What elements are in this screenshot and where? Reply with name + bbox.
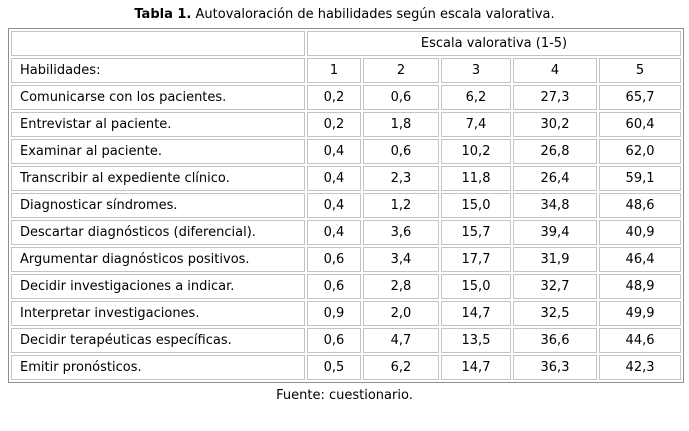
value-cell: 0,6 [363, 85, 439, 110]
table-row: Entrevistar al paciente. 0,2 1,8 7,4 30,… [11, 112, 682, 137]
value-cell: 42,3 [599, 355, 682, 380]
row-header-label-cell: Habilidades: [11, 58, 305, 83]
value-cell: 0,2 [307, 85, 361, 110]
value-cell: 46,4 [599, 247, 682, 272]
value-cell: 60,4 [599, 112, 682, 137]
value-cell: 49,9 [599, 301, 682, 326]
table-row: Diagnosticar síndromes. 0,4 1,2 15,0 34,… [11, 193, 682, 218]
value-cell: 2,0 [363, 301, 439, 326]
value-cell: 0,4 [307, 166, 361, 191]
value-cell: 2,8 [363, 274, 439, 299]
value-cell: 1,2 [363, 193, 439, 218]
scale-column-header: 1 [307, 58, 361, 83]
value-cell: 0,6 [307, 274, 361, 299]
value-cell: 40,9 [599, 220, 682, 245]
table-row: Decidir terapéuticas específicas. 0,6 4,… [11, 328, 682, 353]
value-cell: 7,4 [441, 112, 511, 137]
table-row: Interpretar investigaciones. 0,9 2,0 14,… [11, 301, 682, 326]
value-cell: 0,5 [307, 355, 361, 380]
table-title-label: Tabla 1. [134, 7, 192, 22]
value-cell: 15,7 [441, 220, 511, 245]
value-cell: 4,7 [363, 328, 439, 353]
value-cell: 14,7 [441, 301, 511, 326]
value-cell: 30,2 [513, 112, 597, 137]
value-cell: 6,2 [363, 355, 439, 380]
scale-header-cell: Escala valorativa (1-5) [307, 31, 682, 56]
value-cell: 26,4 [513, 166, 597, 191]
scale-header-row: Escala valorativa (1-5) [11, 31, 682, 56]
table-row: Comunicarse con los pacientes. 0,2 0,6 6… [11, 85, 682, 110]
value-cell: 48,9 [599, 274, 682, 299]
value-cell: 34,8 [513, 193, 597, 218]
value-cell: 32,5 [513, 301, 597, 326]
scale-column-header: 4 [513, 58, 597, 83]
value-cell: 0,4 [307, 220, 361, 245]
value-cell: 32,7 [513, 274, 597, 299]
value-cell: 0,6 [307, 247, 361, 272]
scale-column-header: 3 [441, 58, 511, 83]
table-title-text: Autovaloración de habilidades según esca… [195, 7, 555, 22]
value-cell: 0,6 [363, 139, 439, 164]
table-row: Argumentar diagnósticos positivos. 0,6 3… [11, 247, 682, 272]
value-cell: 26,8 [513, 139, 597, 164]
value-cell: 27,3 [513, 85, 597, 110]
skill-label-cell: Emitir pronósticos. [11, 355, 305, 380]
value-cell: 0,4 [307, 193, 361, 218]
skill-label-cell: Argumentar diagnósticos positivos. [11, 247, 305, 272]
value-cell: 15,0 [441, 274, 511, 299]
value-cell: 0,9 [307, 301, 361, 326]
value-cell: 6,2 [441, 85, 511, 110]
table-row: Transcribir al expediente clínico. 0,4 2… [11, 166, 682, 191]
value-cell: 14,7 [441, 355, 511, 380]
column-header-row: Habilidades: 1 2 3 4 5 [11, 58, 682, 83]
skill-label-cell: Decidir terapéuticas específicas. [11, 328, 305, 353]
scale-column-header: 2 [363, 58, 439, 83]
skill-label-cell: Descartar diagnósticos (diferencial). [11, 220, 305, 245]
value-cell: 62,0 [599, 139, 682, 164]
corner-cell [11, 31, 305, 56]
value-cell: 1,8 [363, 112, 439, 137]
value-cell: 36,6 [513, 328, 597, 353]
skill-label-cell: Interpretar investigaciones. [11, 301, 305, 326]
table-row: Examinar al paciente. 0,4 0,6 10,2 26,8 … [11, 139, 682, 164]
value-cell: 2,3 [363, 166, 439, 191]
value-cell: 65,7 [599, 85, 682, 110]
table-row: Emitir pronósticos. 0,5 6,2 14,7 36,3 42… [11, 355, 682, 380]
skills-table: Escala valorativa (1-5) Habilidades: 1 2… [8, 28, 685, 383]
table-source-note: Fuente: cuestionario. [276, 388, 413, 403]
table-title: Tabla 1. Autovaloración de habilidades s… [0, 0, 689, 22]
value-cell: 0,2 [307, 112, 361, 137]
value-cell: 13,5 [441, 328, 511, 353]
skill-label-cell: Examinar al paciente. [11, 139, 305, 164]
value-cell: 0,6 [307, 328, 361, 353]
value-cell: 59,1 [599, 166, 682, 191]
value-cell: 10,2 [441, 139, 511, 164]
table-row: Descartar diagnósticos (diferencial). 0,… [11, 220, 682, 245]
skill-label-cell: Decidir investigaciones a indicar. [11, 274, 305, 299]
skill-label-cell: Comunicarse con los pacientes. [11, 85, 305, 110]
skill-label-cell: Transcribir al expediente clínico. [11, 166, 305, 191]
skill-label-cell: Diagnosticar síndromes. [11, 193, 305, 218]
value-cell: 3,6 [363, 220, 439, 245]
value-cell: 48,6 [599, 193, 682, 218]
skill-label-cell: Entrevistar al paciente. [11, 112, 305, 137]
value-cell: 36,3 [513, 355, 597, 380]
value-cell: 0,4 [307, 139, 361, 164]
value-cell: 39,4 [513, 220, 597, 245]
value-cell: 44,6 [599, 328, 682, 353]
value-cell: 15,0 [441, 193, 511, 218]
table-body: Escala valorativa (1-5) Habilidades: 1 2… [11, 31, 682, 380]
value-cell: 3,4 [363, 247, 439, 272]
value-cell: 31,9 [513, 247, 597, 272]
scale-column-header: 5 [599, 58, 682, 83]
value-cell: 17,7 [441, 247, 511, 272]
table-row: Decidir investigaciones a indicar. 0,6 2… [11, 274, 682, 299]
value-cell: 11,8 [441, 166, 511, 191]
